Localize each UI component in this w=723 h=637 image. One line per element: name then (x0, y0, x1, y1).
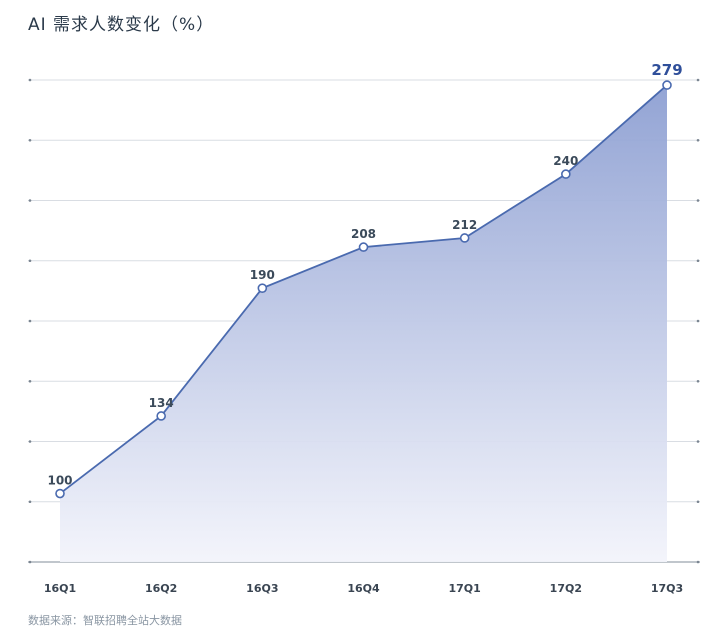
data-point (561, 169, 571, 179)
gridline-dot (28, 500, 32, 504)
gridline-dot (696, 259, 700, 263)
data-labels: 100 134 190 208 212 240 279 (47, 61, 682, 487)
gridline-dot (696, 199, 700, 202)
data-point (55, 488, 65, 499)
data-label: 134 (149, 396, 174, 410)
gridline-dot (28, 440, 32, 443)
data-point (662, 80, 672, 90)
data-point (257, 283, 268, 293)
gridline-dot (28, 319, 32, 323)
x-tick-label: 17Q3 (651, 582, 683, 595)
data-point (459, 233, 470, 243)
data-label: 100 (47, 474, 72, 488)
data-point (156, 411, 166, 421)
x-tick-label: 17Q2 (550, 582, 582, 595)
gridline-dot (28, 560, 32, 564)
data-label: 279 (651, 61, 682, 79)
x-tick-label: 16Q2 (145, 582, 177, 595)
area-fill (60, 85, 667, 562)
chart-title: AI 需求人数变化（%） (28, 15, 215, 35)
data-points (55, 80, 672, 499)
data-label: 190 (250, 268, 275, 282)
x-tick-label: 16Q3 (246, 582, 278, 595)
gridline-dot (696, 440, 700, 443)
data-label: 212 (452, 218, 477, 232)
gridline-dot (28, 259, 32, 263)
data-point (358, 242, 369, 252)
x-tick-label: 16Q1 (44, 582, 76, 595)
gridline-dot (696, 560, 700, 564)
gridline-dot (696, 379, 700, 383)
x-tick-label: 17Q1 (449, 582, 481, 595)
data-label: 240 (553, 154, 578, 168)
gridline-dot (696, 138, 700, 142)
gridline-dot (28, 78, 32, 82)
x-tick-label: 16Q4 (347, 582, 380, 595)
gridline-dot (28, 138, 32, 142)
gridline-dot (28, 379, 32, 383)
area-series (60, 85, 667, 562)
gridline-dot (28, 199, 32, 202)
gridline-dot (696, 500, 700, 504)
source-note: 数据来源：智联招聘全站大数据 (28, 614, 182, 627)
gridline-dot (696, 319, 700, 323)
gridline-dot (696, 78, 700, 82)
data-label: 208 (351, 227, 376, 241)
x-axis-ticks: 16Q1 16Q2 16Q3 16Q4 17Q1 17Q2 17Q3 (44, 582, 683, 595)
